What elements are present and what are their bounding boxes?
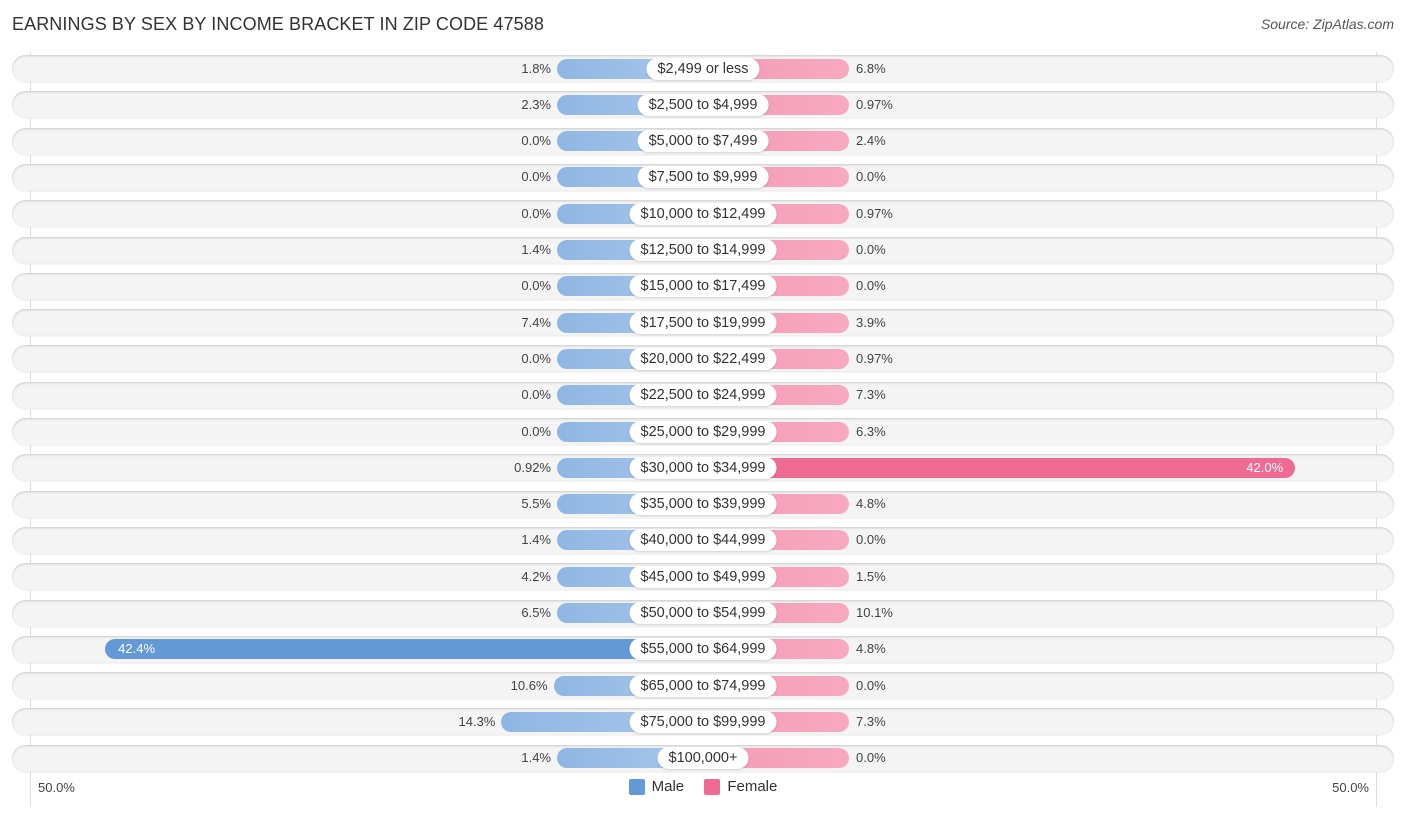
category-label: $17,500 to $19,999 bbox=[629, 311, 777, 334]
category-label: $20,000 to $22,499 bbox=[629, 347, 777, 370]
category-label: $65,000 to $74,999 bbox=[629, 674, 777, 697]
value-label-female: 0.97% bbox=[856, 96, 893, 112]
legend-label-female: Female bbox=[727, 778, 778, 795]
value-label-female: 0.97% bbox=[856, 205, 893, 221]
value-label-female: 0.97% bbox=[856, 350, 893, 366]
value-label-male: 0.0% bbox=[521, 205, 551, 221]
category-label: $30,000 to $34,999 bbox=[629, 456, 777, 479]
value-label-male: 7.4% bbox=[521, 314, 551, 330]
value-label-male: 0.0% bbox=[521, 169, 551, 185]
value-label-female: 0.0% bbox=[856, 278, 886, 294]
value-label-male: 0.0% bbox=[521, 278, 551, 294]
legend: Male Female bbox=[0, 778, 1406, 799]
category-label: $50,000 to $54,999 bbox=[629, 602, 777, 624]
category-label: $7,500 to $9,999 bbox=[637, 166, 769, 189]
value-label-male: 2.3% bbox=[521, 96, 551, 112]
value-label-male: 1.4% bbox=[521, 532, 551, 548]
value-label-male: 1.4% bbox=[521, 750, 551, 766]
category-label: $2,499 or less bbox=[646, 57, 760, 80]
value-label-female: 0.0% bbox=[856, 750, 886, 766]
category-label: $25,000 to $29,999 bbox=[629, 420, 777, 443]
value-label-female: 3.9% bbox=[856, 314, 886, 330]
value-label-female: 6.3% bbox=[856, 423, 886, 439]
value-label-female: 7.3% bbox=[856, 713, 886, 729]
legend-item-male[interactable]: Male bbox=[628, 778, 685, 795]
value-label-female: 4.8% bbox=[856, 496, 886, 512]
value-label-male: 0.92% bbox=[514, 459, 551, 475]
category-label: $100,000+ bbox=[657, 747, 749, 770]
category-label: $5,000 to $7,499 bbox=[637, 130, 769, 153]
chart-title: EARNINGS BY SEX BY INCOME BRACKET IN ZIP… bbox=[12, 14, 544, 34]
category-label: $12,500 to $14,999 bbox=[629, 239, 777, 261]
bar-female[interactable] bbox=[703, 457, 1296, 478]
value-label-female: 4.8% bbox=[856, 641, 886, 657]
legend-swatch-female bbox=[704, 778, 721, 795]
value-label-male: 0.0% bbox=[521, 387, 551, 403]
value-label-female: 0.0% bbox=[856, 169, 886, 185]
legend-item-female[interactable]: Female bbox=[704, 778, 777, 795]
value-label-male: 10.6% bbox=[510, 677, 548, 693]
axis-tick-right: 50.0% bbox=[1332, 780, 1369, 795]
axis-tick-left: 50.0% bbox=[38, 780, 75, 795]
value-label-male: 0.0% bbox=[521, 133, 551, 149]
category-label: $75,000 to $99,999 bbox=[629, 710, 777, 733]
value-label-male: 4.2% bbox=[521, 568, 551, 584]
value-label-male: 1.8% bbox=[521, 60, 551, 76]
value-label-male: 6.5% bbox=[521, 605, 551, 620]
category-label: $10,000 to $12,499 bbox=[629, 202, 777, 225]
category-label: $22,500 to $24,999 bbox=[629, 384, 777, 407]
category-label: $35,000 to $39,999 bbox=[629, 493, 777, 516]
bar-male[interactable] bbox=[105, 639, 703, 660]
value-label-male: 42.4% bbox=[118, 641, 156, 657]
value-label-female: 7.3% bbox=[856, 387, 886, 403]
category-label: $45,000 to $49,999 bbox=[629, 565, 777, 588]
value-label-female: 1.5% bbox=[856, 568, 886, 584]
value-label-female: 42.0% bbox=[1246, 459, 1284, 475]
value-label-female: 0.0% bbox=[856, 242, 886, 257]
value-label-male: 0.0% bbox=[521, 423, 551, 439]
source-note: Source: ZipAtlas.com bbox=[1260, 16, 1394, 32]
value-label-male: 5.5% bbox=[521, 496, 551, 512]
value-label-female: 2.4% bbox=[856, 133, 886, 149]
value-label-female: 0.0% bbox=[856, 677, 886, 693]
value-label-female: 10.1% bbox=[856, 605, 893, 620]
category-label: $55,000 to $64,999 bbox=[629, 638, 777, 661]
value-label-male: 14.3% bbox=[458, 713, 496, 729]
legend-label-male: Male bbox=[651, 778, 685, 795]
legend-swatch-male bbox=[628, 778, 645, 795]
value-label-female: 6.8% bbox=[856, 60, 886, 76]
value-label-male: 0.0% bbox=[521, 350, 551, 366]
value-label-female: 0.0% bbox=[856, 532, 886, 548]
category-label: $40,000 to $44,999 bbox=[629, 529, 777, 552]
category-label: $15,000 to $17,499 bbox=[629, 275, 777, 298]
value-label-male: 1.4% bbox=[521, 242, 551, 257]
category-label: $2,500 to $4,999 bbox=[637, 93, 769, 116]
